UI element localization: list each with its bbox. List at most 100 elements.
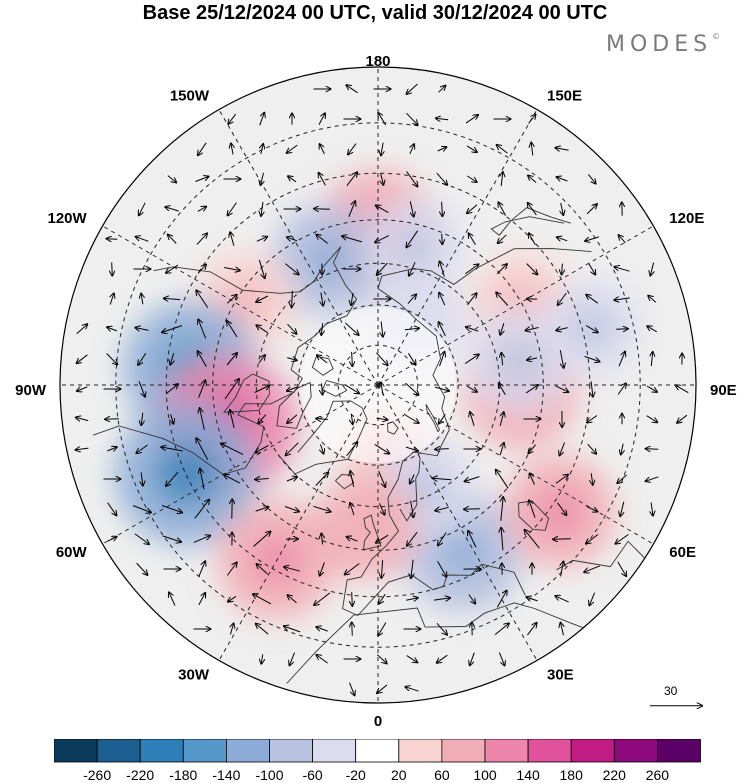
wind-vector <box>259 113 265 126</box>
wind-vector <box>646 385 657 392</box>
wind-vector <box>405 687 419 692</box>
wind-vector <box>410 144 414 155</box>
wind-vector <box>468 531 477 548</box>
wind-vector <box>376 418 388 419</box>
anomaly-core <box>222 278 269 326</box>
wind-vector <box>499 383 506 396</box>
wind-vector <box>230 624 233 635</box>
wind-vector <box>561 202 564 215</box>
wind-vector <box>651 352 652 367</box>
wind-vector <box>381 142 383 156</box>
wind-vector <box>436 172 447 185</box>
wind-vector <box>76 448 89 450</box>
wind-vector <box>107 239 118 240</box>
wind-vector <box>107 447 116 451</box>
wind-vector <box>198 561 205 577</box>
wind-vector <box>411 559 413 578</box>
wind-vector <box>228 113 237 124</box>
wind-vector <box>500 323 504 334</box>
meridian-line <box>218 384 379 661</box>
wind-vector <box>315 473 328 486</box>
coastline <box>518 500 550 531</box>
coastline <box>276 382 312 429</box>
wind-vector <box>646 415 658 423</box>
longitude-label: 120W <box>48 210 88 227</box>
wind-vector <box>253 532 271 547</box>
wind-vector <box>316 235 329 244</box>
wind-vector <box>465 476 480 482</box>
meridian-line <box>102 384 379 545</box>
wind-vector <box>587 443 596 454</box>
wind-vector <box>406 112 417 125</box>
wind-vector <box>562 263 563 275</box>
wind-vector <box>110 294 114 305</box>
wind-vector <box>526 597 538 601</box>
wind-vector <box>344 384 359 394</box>
wind-vector <box>496 264 507 275</box>
wind-vector <box>646 476 659 481</box>
wind-vector <box>435 507 449 510</box>
wind-vector <box>529 233 536 246</box>
wind-vector <box>501 528 503 551</box>
wind-vector <box>378 622 387 636</box>
wind-vector <box>677 414 688 423</box>
wind-vector <box>650 262 653 276</box>
map-title: Base 25/12/2024 00 UTC, valid 30/12/2024… <box>142 2 608 24</box>
wind-vector <box>585 325 598 333</box>
longitude-labels: 180 150E 120E 90E 60E 30E 0 30W 60W 90W 120W 150W <box>15 53 737 730</box>
wind-vector <box>557 502 567 515</box>
anomaly-core <box>302 234 354 286</box>
wind-vector <box>591 381 593 396</box>
longitude-label: 30E <box>547 666 574 683</box>
wind-vector <box>557 177 568 181</box>
coastline <box>377 248 592 499</box>
wind-vector <box>198 142 207 155</box>
wind-vector <box>105 419 119 420</box>
wind-vector <box>379 593 386 604</box>
wind-vector <box>374 443 389 453</box>
wind-vector <box>407 353 415 364</box>
wind-vector <box>350 471 353 488</box>
wind-vector <box>314 592 331 605</box>
wind-vector <box>287 144 298 153</box>
wind-vector <box>112 262 113 276</box>
reference-vector <box>649 684 708 714</box>
wind-vector <box>555 596 569 603</box>
wind-vector <box>261 202 263 216</box>
wind-vector <box>194 500 209 519</box>
colorbar-label: 220 <box>603 767 627 783</box>
wind-vector <box>198 593 205 606</box>
wind-vector <box>138 381 145 396</box>
wind-vector <box>442 233 443 244</box>
wind-vector <box>351 292 353 305</box>
wind-vector <box>528 176 537 183</box>
meridian-line <box>377 109 538 386</box>
wind-vector <box>287 387 298 391</box>
wind-vector <box>497 145 508 154</box>
wind-vector <box>528 203 537 216</box>
wind-vector <box>107 502 117 516</box>
anomaly-core <box>153 442 219 507</box>
longitude-label: 120E <box>669 210 704 227</box>
wind-vector <box>466 385 477 392</box>
colorbar-boxes <box>54 739 701 763</box>
coastline <box>321 380 348 397</box>
logo-text: MODES <box>606 32 713 57</box>
anomaly-core <box>569 305 615 350</box>
wind-vector <box>165 207 179 212</box>
wind-vector <box>316 627 328 632</box>
longitude-label: 90W <box>15 382 47 399</box>
wind-vector <box>466 327 479 332</box>
wind-vector <box>167 175 176 183</box>
wind-vector <box>500 412 504 426</box>
wind-vector <box>161 447 183 452</box>
wind-vector <box>257 564 268 575</box>
wind-vector <box>619 235 626 244</box>
wind-vector <box>162 535 181 542</box>
wind-vector <box>375 235 390 243</box>
wind-vector <box>348 201 355 217</box>
wind-vector <box>465 115 478 124</box>
wind-vector <box>406 655 418 663</box>
wind-vector <box>350 503 354 516</box>
wind-vector <box>555 475 568 484</box>
